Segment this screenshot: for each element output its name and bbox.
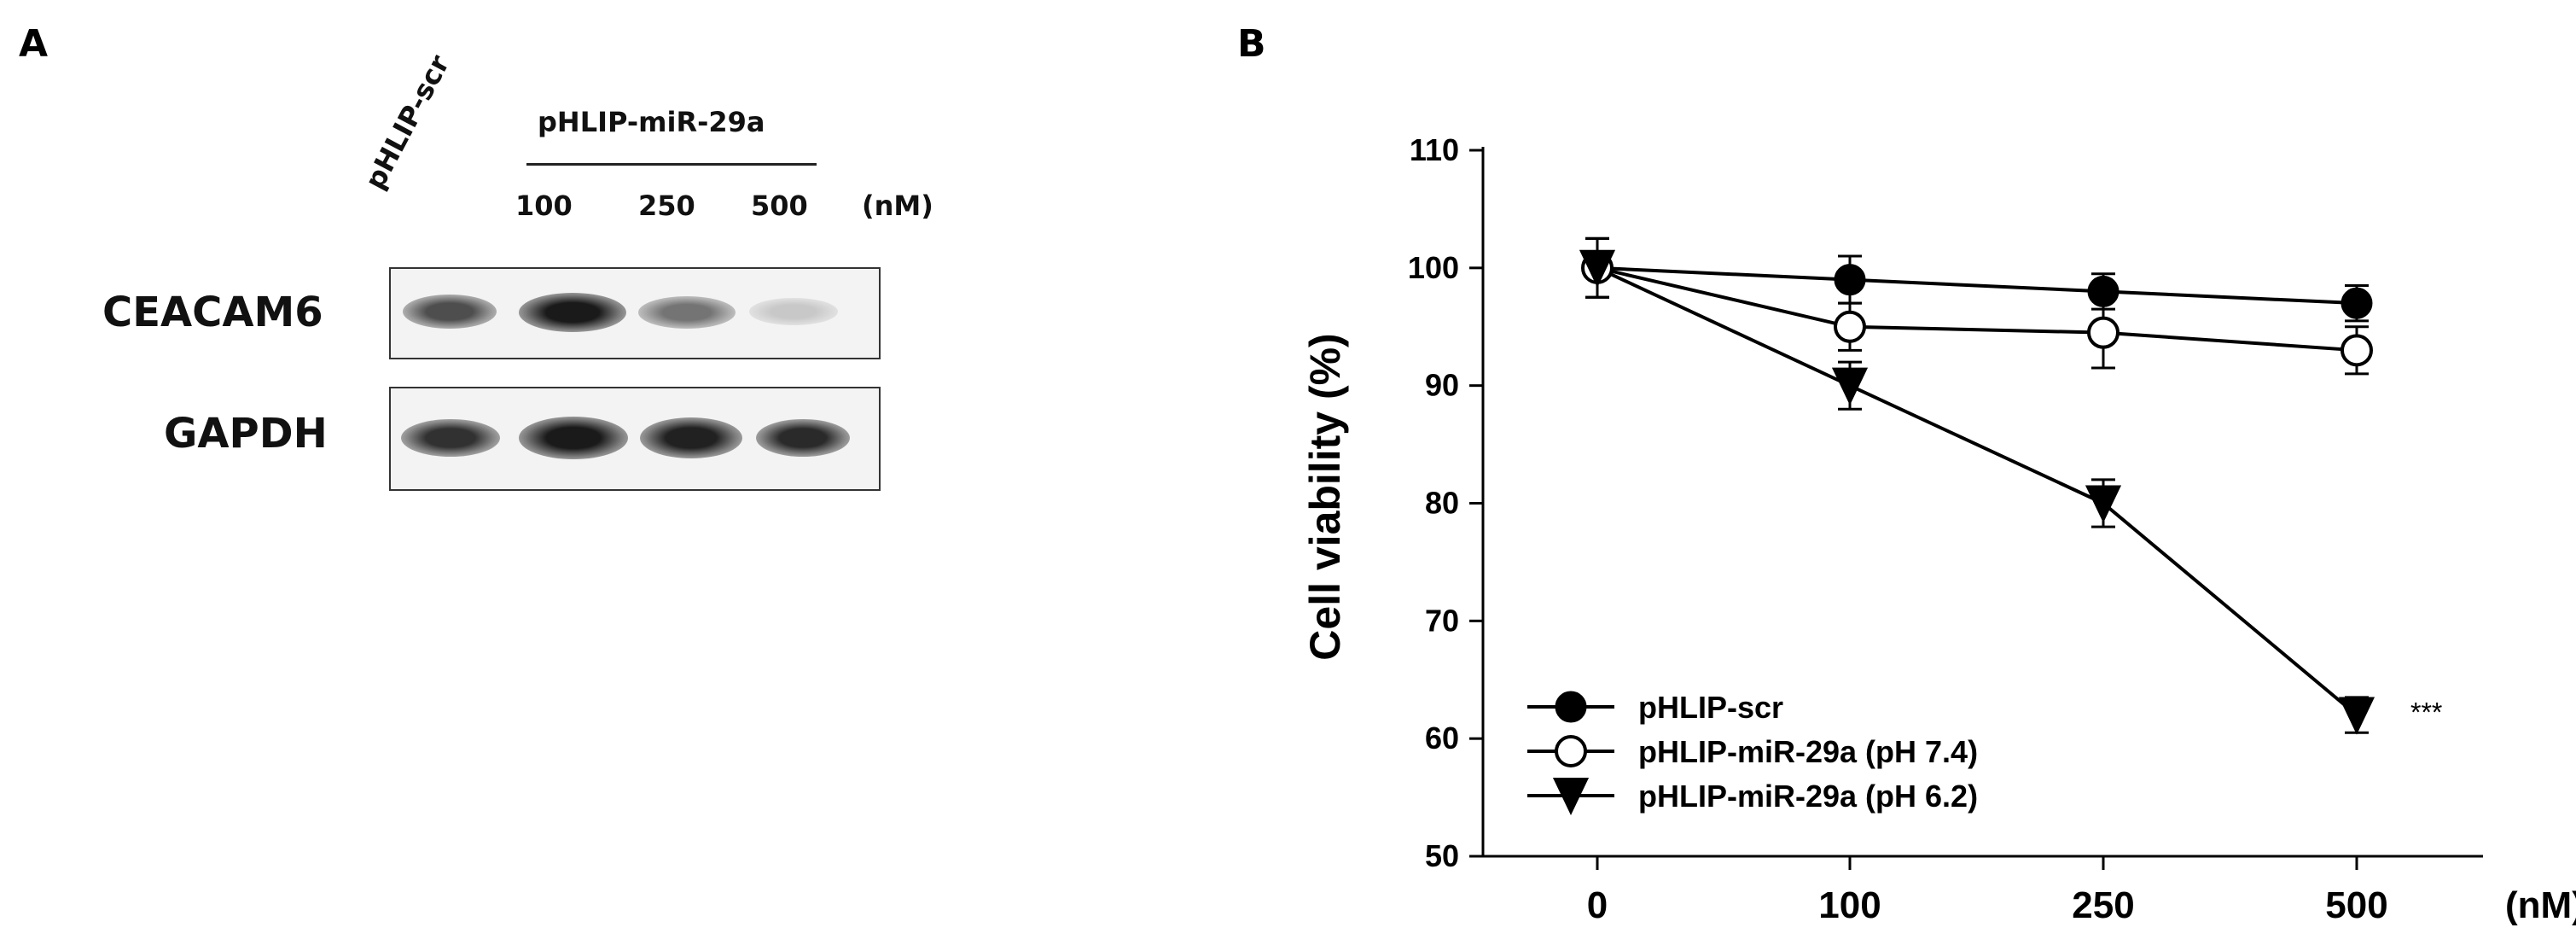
- data-point: [2340, 334, 2373, 367]
- data-point: [1834, 264, 1866, 296]
- data-point: [1834, 310, 1866, 343]
- panel-a-letter: A: [19, 22, 49, 66]
- band: [403, 295, 497, 329]
- blot-gapdh: [389, 387, 881, 491]
- y-tick-label: 100: [1408, 250, 1459, 285]
- row-label-ceacam6: CEACAM6: [102, 289, 323, 336]
- data-point: [2087, 275, 2120, 307]
- series-line: [1596, 265, 2358, 306]
- legend-marker: [1555, 735, 1587, 767]
- band: [638, 296, 736, 329]
- y-tick-label: 70: [1425, 603, 1459, 638]
- legend-label: pHLIP-miR-29a (pH 6.2): [1638, 779, 1978, 814]
- data-point: [2085, 485, 2122, 523]
- y-tick-label: 90: [1425, 368, 1459, 403]
- x-tick-label: 100: [1818, 884, 1881, 926]
- y-tick-label: 80: [1425, 486, 1459, 521]
- band: [749, 298, 838, 325]
- data-point: [2340, 287, 2373, 319]
- x-tick-label: 500: [2325, 884, 2387, 926]
- dose-label-500: 500: [751, 190, 808, 222]
- data-point: [2338, 697, 2375, 735]
- group-underline: [526, 163, 817, 166]
- x-tick-label: 0: [1587, 884, 1608, 926]
- band: [640, 417, 742, 458]
- dose-label-250: 250: [638, 190, 695, 222]
- dose-unit-label: (nM): [862, 190, 933, 222]
- dose-label-100: 100: [515, 190, 573, 222]
- legend-marker: [1555, 691, 1587, 723]
- band: [519, 293, 626, 332]
- legend-label: pHLIP-miR-29a (pH 7.4): [1638, 734, 1978, 769]
- blot-ceacam6: [389, 267, 881, 359]
- data-point: [1579, 249, 1616, 288]
- y-tick-label: 60: [1425, 721, 1459, 756]
- panel-b-letter: B: [1237, 22, 1266, 66]
- row-label-gapdh: GAPDH: [164, 410, 328, 458]
- band: [756, 419, 850, 457]
- x-axis-label: (nM): [2505, 884, 2576, 926]
- y-tick-label: 110: [1410, 132, 1459, 167]
- data-point: [1831, 367, 1869, 405]
- x-tick-label: 250: [2072, 884, 2134, 926]
- series-line: [1596, 265, 2358, 353]
- band: [401, 419, 500, 457]
- legend-label: pHLIP-scr: [1638, 690, 1783, 725]
- series-line: [1596, 266, 2358, 717]
- legend-marker: [1552, 777, 1590, 816]
- data-point: [2087, 316, 2120, 349]
- band: [519, 417, 628, 459]
- y-axis-label: Cell viability (%): [1301, 333, 1349, 660]
- group-label: pHLIP-miR-29a: [538, 106, 765, 138]
- y-tick-label: 50: [1425, 838, 1459, 873]
- significance-annotation: ***: [2410, 697, 2442, 728]
